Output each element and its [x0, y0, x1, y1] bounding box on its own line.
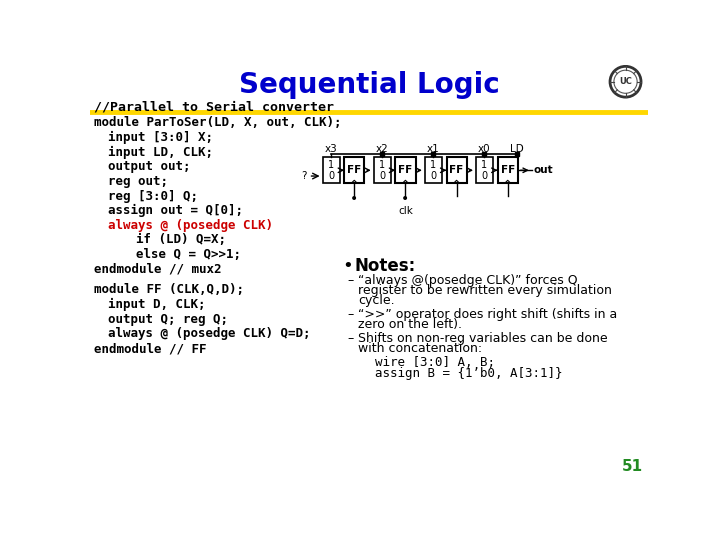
- Text: x1: x1: [427, 144, 440, 154]
- Text: LD: LD: [510, 144, 524, 154]
- Bar: [395, 157, 415, 184]
- Text: module ParToSer(LD, X, out, CLK);: module ParToSer(LD, X, out, CLK);: [94, 117, 341, 130]
- Text: wire [3:0] A, B;: wire [3:0] A, B;: [375, 356, 495, 369]
- Text: input LD, CLK;: input LD, CLK;: [108, 146, 213, 159]
- Text: 0: 0: [482, 171, 487, 181]
- Text: x2: x2: [376, 144, 389, 154]
- Text: else Q = Q>>1;: else Q = Q>>1;: [136, 248, 240, 261]
- Text: FF: FF: [347, 165, 361, 176]
- Text: •: •: [343, 257, 354, 275]
- Text: always @ (posedge CLK) Q=D;: always @ (posedge CLK) Q=D;: [108, 327, 310, 340]
- Text: input D, CLK;: input D, CLK;: [108, 298, 205, 311]
- Bar: [425, 157, 442, 184]
- Text: reg out;: reg out;: [108, 175, 168, 188]
- Text: –: –: [347, 274, 354, 287]
- Text: cycle.: cycle.: [358, 294, 395, 307]
- Text: endmodule // FF: endmodule // FF: [94, 342, 207, 355]
- Bar: [344, 157, 364, 184]
- Text: zero on the left).: zero on the left).: [358, 318, 462, 331]
- Text: if (LD) Q=X;: if (LD) Q=X;: [136, 233, 226, 246]
- Text: “>>” operator does right shift (shifts in a: “>>” operator does right shift (shifts i…: [358, 308, 618, 321]
- Text: ?: ?: [302, 171, 307, 181]
- Bar: [476, 157, 493, 184]
- Text: Notes:: Notes:: [354, 257, 415, 275]
- Text: FF: FF: [398, 165, 413, 176]
- Text: register to be rewritten every simulation: register to be rewritten every simulatio…: [358, 284, 612, 297]
- Text: reg [3:0] Q;: reg [3:0] Q;: [108, 190, 198, 202]
- Text: FF: FF: [449, 165, 464, 176]
- Text: 1: 1: [431, 159, 436, 170]
- Text: Shifts on non-reg variables can be done: Shifts on non-reg variables can be done: [358, 332, 608, 345]
- Text: “always @(posedge CLK)” forces Q: “always @(posedge CLK)” forces Q: [358, 274, 577, 287]
- Text: •: •: [401, 192, 410, 206]
- Text: 0: 0: [328, 171, 334, 181]
- Text: assign B = {1’b0, A[3:1]}: assign B = {1’b0, A[3:1]}: [375, 367, 563, 380]
- Text: with concatenation:: with concatenation:: [358, 342, 482, 355]
- Text: FF: FF: [500, 165, 515, 176]
- Text: module FF (CLK,Q,D);: module FF (CLK,Q,D);: [94, 284, 244, 296]
- Text: always @ (posedge CLK): always @ (posedge CLK): [108, 219, 273, 232]
- Text: 1: 1: [379, 159, 385, 170]
- Text: output out;: output out;: [108, 160, 190, 173]
- Bar: [374, 157, 391, 184]
- Text: UC: UC: [619, 77, 632, 86]
- Text: output Q; reg Q;: output Q; reg Q;: [108, 313, 228, 326]
- Text: –: –: [347, 332, 354, 345]
- Text: x3: x3: [325, 144, 338, 154]
- Text: •: •: [350, 192, 359, 206]
- Text: //Parallel to Serial converter: //Parallel to Serial converter: [94, 101, 334, 114]
- Bar: [446, 157, 467, 184]
- Text: assign out = Q[0];: assign out = Q[0];: [108, 204, 243, 217]
- Text: endmodule // mux2: endmodule // mux2: [94, 262, 221, 276]
- Text: input [3:0] X;: input [3:0] X;: [108, 131, 213, 144]
- Text: 1: 1: [482, 159, 487, 170]
- Bar: [323, 157, 340, 184]
- Text: 0: 0: [431, 171, 436, 181]
- Text: Sequential Logic: Sequential Logic: [238, 71, 500, 99]
- Text: out: out: [534, 165, 553, 176]
- Text: –: –: [347, 308, 354, 321]
- Bar: [498, 157, 518, 184]
- Text: 1: 1: [328, 159, 334, 170]
- Text: x0: x0: [478, 144, 491, 154]
- Text: 0: 0: [379, 171, 385, 181]
- Text: clk: clk: [398, 206, 413, 217]
- Text: 51: 51: [622, 460, 644, 475]
